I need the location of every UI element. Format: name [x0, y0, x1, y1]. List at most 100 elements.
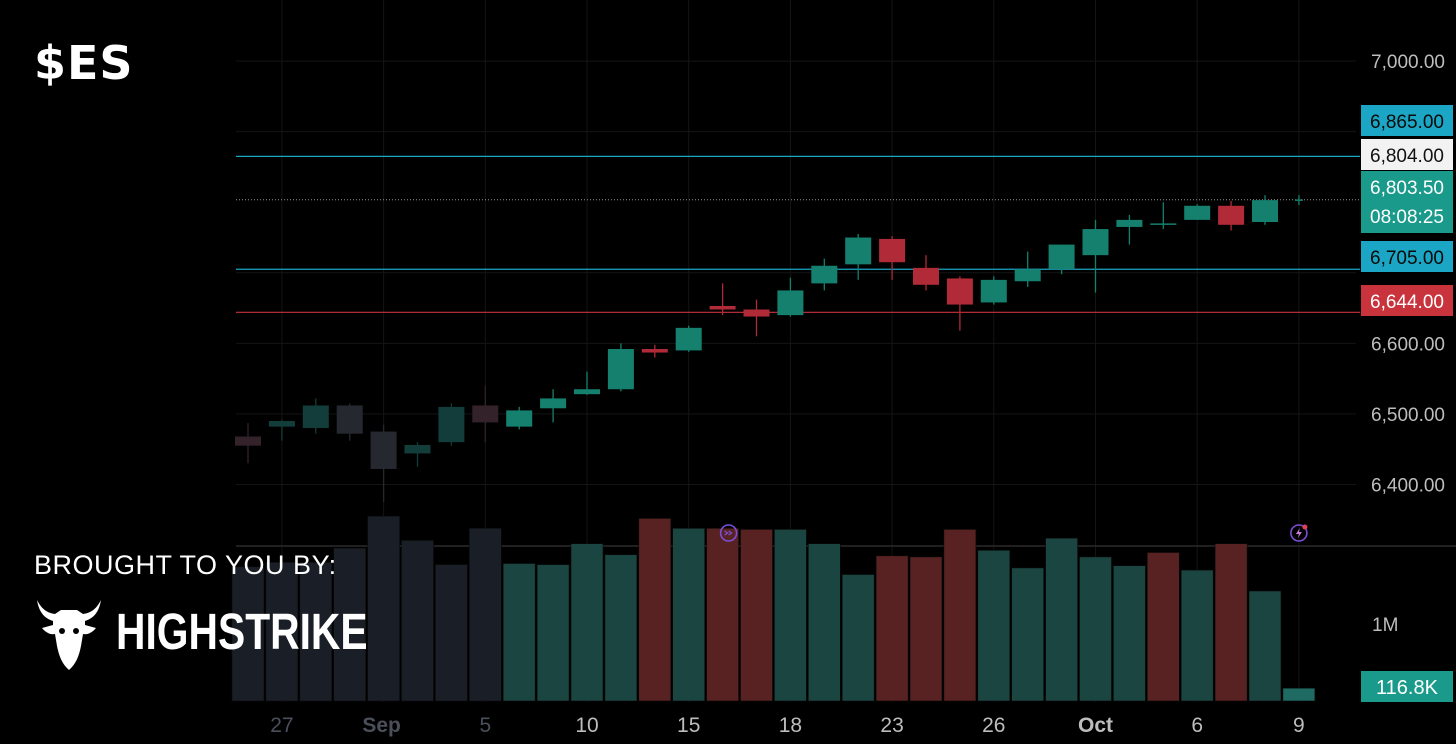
price-level-badge	[1361, 285, 1453, 316]
time-tick-label: 5	[479, 714, 491, 737]
volume-axis-label: 1M	[1372, 615, 1398, 636]
candle-body	[777, 290, 804, 316]
price-level-badge	[1361, 171, 1453, 233]
dividend-arrows-glyph	[724, 530, 733, 536]
candle-body	[811, 265, 838, 284]
candlesticks	[235, 195, 1303, 503]
volume-bar	[1248, 590, 1282, 702]
candle-body	[336, 405, 363, 434]
volume-bar	[638, 518, 672, 702]
volume-bar	[367, 515, 400, 702]
volume-bar	[774, 529, 807, 702]
volume-bar	[401, 540, 434, 702]
volume-latest-label: 116.8K	[1376, 677, 1439, 699]
volume-bar	[841, 574, 875, 702]
candle-body	[1014, 269, 1041, 282]
event-dot	[1302, 524, 1308, 530]
volume-bar	[1214, 543, 1248, 702]
candle-body	[1294, 199, 1303, 201]
candle-body	[675, 327, 702, 351]
volume-bar	[672, 527, 706, 702]
price-tick-label: 7,000.00	[1371, 52, 1445, 73]
candle-body	[268, 420, 295, 427]
volume-latest-badge	[1361, 671, 1453, 702]
time-tick-label: 9	[1293, 714, 1305, 737]
volume-bar	[1147, 552, 1180, 702]
candle-body	[540, 398, 567, 409]
time-tick-label: Sep	[362, 714, 401, 737]
volume-bar	[265, 562, 299, 702]
volume-bar	[1113, 565, 1146, 702]
countdown-label: 08:08:25	[1370, 207, 1444, 228]
volume-bar	[536, 564, 570, 702]
volume-bar	[299, 562, 333, 702]
price-level-label: 6,644.00	[1370, 292, 1444, 313]
price-tick-label: 6,600.00	[1371, 334, 1445, 355]
candle-body	[845, 237, 872, 265]
candle-body	[607, 349, 634, 390]
candle-body	[235, 436, 261, 446]
candle-body	[574, 389, 600, 395]
candle-body	[302, 405, 329, 429]
candle-body	[1184, 205, 1211, 220]
price-axis[interactable]: 7,000.00 6,600.00 6,500.00 6,400.00 6,865.00…	[1361, 52, 1453, 496]
candle-body	[913, 267, 939, 285]
volume-bar	[1282, 687, 1316, 702]
volume-bar	[1079, 556, 1112, 702]
candle-body	[1116, 219, 1143, 227]
volume-bar	[909, 556, 943, 702]
price-tick-label: 6,500.00	[1371, 405, 1445, 426]
candle-body	[404, 444, 431, 454]
volume-bar	[333, 547, 367, 702]
price-level-lines	[236, 155, 1360, 313]
candle-body	[1150, 223, 1177, 225]
volume-bar	[977, 549, 1011, 702]
price-level-badge	[1361, 105, 1453, 136]
volume-bar	[570, 543, 604, 702]
candle-body	[1218, 205, 1245, 225]
volume-bar	[1180, 569, 1214, 702]
time-tick-label: Oct	[1078, 714, 1113, 737]
time-tick-label: 6	[1191, 714, 1203, 737]
volume-bar	[1045, 537, 1078, 702]
time-axis[interactable]: 27 Sep 5 10 15 18 23 26 Oct 6 9	[270, 714, 1305, 737]
volume-bar	[502, 563, 536, 702]
candle-body	[1252, 200, 1278, 222]
candle-body	[1082, 229, 1109, 256]
candle-body	[641, 349, 668, 353]
dividend-arrows-icon[interactable]	[719, 524, 738, 542]
price-level-badge	[1361, 139, 1453, 170]
candle-body	[370, 431, 397, 469]
event-markers[interactable]	[719, 524, 1308, 542]
volume-bar	[468, 527, 502, 702]
candle-body	[946, 278, 973, 305]
volume-bar	[1011, 567, 1045, 702]
price-level-label: 6,705.00	[1370, 248, 1444, 269]
candle-body	[506, 410, 533, 427]
volume-bar	[943, 529, 977, 702]
price-level-badge	[1361, 241, 1453, 272]
volume-bar	[231, 566, 265, 702]
price-level-label: 6,803.50	[1370, 178, 1444, 199]
time-tick-label: 18	[779, 714, 802, 737]
time-tick-label: 10	[575, 714, 598, 737]
price-level-label: 6,865.00	[1370, 112, 1444, 133]
lightning-event-glyph	[1295, 528, 1302, 538]
lightning-event-icon[interactable]	[1290, 524, 1308, 542]
volume-bars: 1M 116.8K	[231, 515, 1453, 702]
time-tick-label: 27	[270, 714, 293, 737]
candle-body	[472, 405, 499, 423]
chart-grid	[236, 0, 1456, 702]
candle-body	[879, 238, 906, 263]
time-tick-label: 23	[880, 714, 903, 737]
time-tick-label: 26	[982, 714, 1005, 737]
candle-body	[980, 279, 1007, 303]
volume-bar	[706, 527, 739, 702]
candle-body	[1048, 244, 1075, 270]
volume-bar	[807, 543, 841, 702]
volume-bar	[435, 564, 468, 702]
candle-body	[743, 309, 770, 317]
time-tick-label: 15	[677, 714, 700, 737]
volume-bar	[875, 555, 909, 702]
